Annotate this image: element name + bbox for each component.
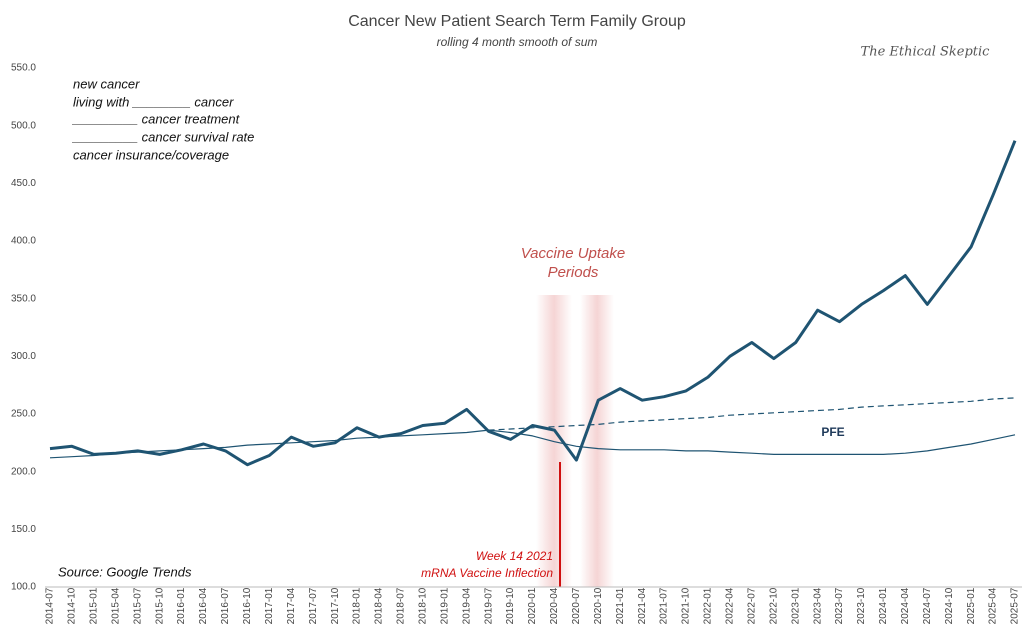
legend-text: living with ________ cancer bbox=[73, 94, 234, 109]
y-tick-label: 100.0 bbox=[11, 582, 36, 593]
x-tick-label: 2025-07 bbox=[1010, 587, 1021, 624]
series-label: PFE bbox=[821, 425, 844, 439]
y-tick-label: 300.0 bbox=[11, 351, 36, 362]
x-tick-label: 2016-04 bbox=[198, 587, 209, 624]
x-tick-label: 2020-07 bbox=[571, 587, 582, 624]
y-tick-label: 200.0 bbox=[11, 466, 36, 477]
x-tick-label: 2018-04 bbox=[374, 587, 385, 624]
x-tick-label: 2022-07 bbox=[746, 587, 757, 624]
watermark: The Ethical Skeptic bbox=[861, 45, 991, 60]
x-tick-label: 2023-10 bbox=[856, 587, 867, 624]
series-line bbox=[49, 429, 489, 459]
x-tick-label: 2025-01 bbox=[966, 587, 977, 624]
x-tick-label: 2025-04 bbox=[988, 587, 999, 624]
y-tick-label: 450.0 bbox=[11, 178, 36, 189]
x-tick-label: 2017-01 bbox=[264, 587, 275, 624]
x-tick-label: 2021-10 bbox=[681, 587, 692, 624]
x-tick-label: 2017-10 bbox=[330, 587, 341, 624]
legend-text: new cancer bbox=[73, 76, 140, 91]
x-tick-label: 2021-04 bbox=[637, 587, 648, 624]
legend-text: _________ cancer treatment bbox=[71, 111, 241, 126]
x-tick-label: 2018-10 bbox=[417, 587, 428, 624]
x-tick-label: 2017-04 bbox=[286, 587, 297, 624]
chart-title: Cancer New Patient Search Term Family Gr… bbox=[348, 13, 686, 30]
x-tick-label: 2017-07 bbox=[308, 587, 319, 624]
x-tick-label: 2015-07 bbox=[132, 587, 143, 624]
x-tick-label: 2023-01 bbox=[790, 587, 801, 624]
x-tick-label: 2015-01 bbox=[89, 587, 100, 624]
x-tick-label: 2020-04 bbox=[549, 587, 560, 624]
x-tick-label: 2023-07 bbox=[834, 587, 845, 624]
x-tick-label: 2021-01 bbox=[615, 587, 626, 624]
x-tick-label: 2022-10 bbox=[768, 587, 779, 624]
annotation: Week 14 2021 bbox=[476, 549, 553, 563]
x-tick-label: 2024-04 bbox=[900, 587, 911, 624]
x-tick-label: 2022-01 bbox=[703, 587, 714, 624]
x-tick-label: 2014-07 bbox=[45, 587, 56, 624]
y-tick-label: 150.0 bbox=[11, 524, 36, 535]
x-tick-label: 2020-10 bbox=[593, 587, 604, 624]
x-tick-label: 2018-01 bbox=[352, 587, 363, 624]
x-tick-label: 2024-01 bbox=[878, 587, 889, 624]
annotation: Vaccine Uptake bbox=[521, 245, 626, 262]
x-tick-label: 2019-10 bbox=[505, 587, 516, 624]
x-tick-label: 2014-10 bbox=[67, 587, 78, 624]
y-tick-label: 250.0 bbox=[11, 409, 36, 420]
annotation: Periods bbox=[548, 264, 599, 281]
y-tick-label: 550.0 bbox=[11, 63, 36, 74]
subtitle: rolling 4 month smooth of sum bbox=[437, 35, 598, 49]
x-tick-label: 2023-04 bbox=[812, 587, 823, 624]
series-line bbox=[49, 140, 1017, 467]
x-tick-label: 2024-07 bbox=[922, 587, 933, 624]
x-tick-label: 2016-07 bbox=[220, 587, 231, 624]
x-tick-label: 2019-07 bbox=[483, 587, 494, 624]
source: Source: Google Trends bbox=[58, 564, 192, 579]
y-tick-label: 400.0 bbox=[11, 236, 36, 247]
y-tick-label: 500.0 bbox=[11, 120, 36, 131]
x-tick-label: 2015-04 bbox=[110, 587, 121, 624]
x-tick-label: 2019-04 bbox=[461, 587, 472, 624]
series-line bbox=[488, 429, 1016, 455]
x-tick-label: 2022-04 bbox=[725, 587, 736, 624]
series-line bbox=[488, 397, 1016, 431]
x-tick-label: 2021-07 bbox=[659, 587, 670, 624]
x-tick-label: 2015-10 bbox=[154, 587, 165, 624]
legend-text: cancer insurance/coverage bbox=[73, 147, 229, 162]
y-tick-label: 350.0 bbox=[11, 293, 36, 304]
annotation: mRNA Vaccine Inflection bbox=[421, 566, 553, 580]
x-tick-label: 2016-10 bbox=[242, 587, 253, 624]
x-tick-label: 2018-07 bbox=[396, 587, 407, 624]
x-tick-label: 2020-01 bbox=[527, 587, 538, 624]
x-tick-label: 2024-10 bbox=[944, 587, 955, 624]
x-tick-label: 2019-01 bbox=[439, 587, 450, 624]
x-tick-label: 2016-01 bbox=[176, 587, 187, 624]
uptake-band bbox=[580, 295, 614, 587]
legend-text: _________ cancer survival rate bbox=[71, 129, 254, 144]
